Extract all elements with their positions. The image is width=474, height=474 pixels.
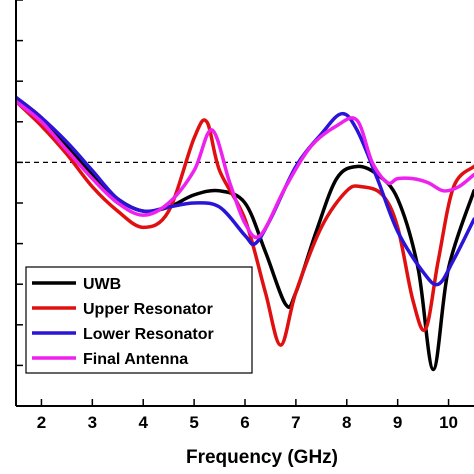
x-tick-label-5: 5 xyxy=(189,413,198,432)
legend-label-0: UWB xyxy=(83,276,121,293)
x-tick-label-2: 2 xyxy=(37,413,46,432)
legend-label-2: Lower Resonator xyxy=(83,326,214,343)
legend-label-3: Final Antenna xyxy=(83,351,188,368)
x-tick-label-9: 9 xyxy=(393,413,402,432)
series-line-3 xyxy=(16,99,474,240)
x-tick-label-8: 8 xyxy=(342,413,351,432)
legend-label-1: Upper Resonator xyxy=(83,301,213,318)
x-tick-label-4: 4 xyxy=(138,413,148,432)
x-tick-label-10: 10 xyxy=(439,413,458,432)
series-layer xyxy=(16,95,474,372)
x-tick-label-3: 3 xyxy=(88,413,97,432)
x-tick-label-7: 7 xyxy=(291,413,300,432)
x-axis-ticks: 2 3 4 5 6 7 8 9 10 xyxy=(37,399,458,432)
legend: UWB Upper Resonator Lower Resonator Final A… xyxy=(25,266,253,374)
x-tick-label-6: 6 xyxy=(240,413,249,432)
series-line-1 xyxy=(16,99,474,347)
x-axis-title: Frequency (GHz) xyxy=(186,447,338,468)
y-axis-ticks xyxy=(16,0,23,367)
